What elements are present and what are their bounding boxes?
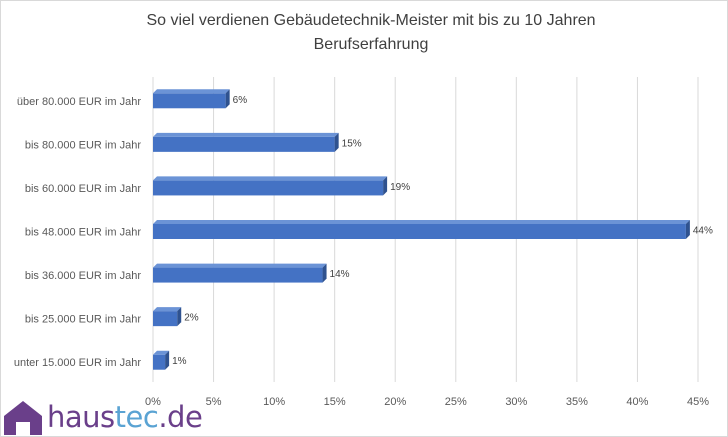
bar-side [383, 176, 388, 196]
x-tick-label: 0% [145, 396, 161, 408]
bar-front [153, 224, 686, 239]
category-label: bis 60.000 EUR im Jahr [25, 183, 141, 195]
data-label: 2% [184, 313, 199, 324]
bar [153, 220, 690, 239]
bar-front [153, 93, 226, 109]
category-label: bis 25.000 EUR im Jahr [25, 314, 141, 326]
bar-front [153, 267, 323, 283]
category-label: über 80.000 EUR im Jahr [17, 96, 141, 108]
x-tick-label: 5% [206, 396, 222, 408]
data-label: 19% [390, 182, 410, 193]
bar-front [153, 180, 384, 196]
bar [153, 263, 327, 283]
category-label: bis 80.000 EUR im Jahr [25, 139, 141, 151]
bar-front [153, 136, 335, 152]
x-tick-label: 10% [263, 396, 285, 408]
data-label: 44% [693, 226, 713, 237]
chart-title: So viel verdienen Gebäudetechnik-Meister… [111, 9, 631, 57]
data-label: 14% [330, 269, 350, 280]
bar-front [153, 311, 178, 327]
bar-top [153, 176, 388, 181]
x-tick-label: 20% [384, 396, 406, 408]
logo-text-haus: haus [47, 400, 115, 434]
x-tick-label: 15% [324, 396, 346, 408]
bar-top [153, 220, 690, 224]
x-tick-label: 25% [445, 396, 467, 408]
bar-top [153, 350, 170, 355]
bar-side [177, 307, 182, 327]
bar-side [322, 263, 327, 283]
x-tick-label: 40% [626, 396, 648, 408]
bars [153, 89, 690, 370]
category-label: bis 36.000 EUR im Jahr [25, 270, 141, 282]
data-label: 15% [342, 138, 362, 149]
bar-side [225, 89, 230, 109]
bar [153, 307, 182, 327]
bar [153, 350, 170, 370]
bar-side [685, 220, 690, 239]
logo-text-tec: tec [114, 400, 159, 434]
bar [153, 132, 339, 152]
category-labels: über 80.000 EUR im Jahr bis 80.000 EUR im… [14, 96, 142, 369]
bar [153, 89, 230, 109]
bar-side [334, 132, 339, 152]
data-labels: 6% 15% 19% 44% 14% 2% 1% [172, 95, 713, 367]
category-label: unter 15.000 EUR im Jahr [14, 357, 142, 369]
logo-wordmark: haustec.de [47, 400, 203, 434]
bar-top [153, 263, 327, 268]
house-icon [4, 401, 42, 435]
x-tick-label: 35% [566, 396, 588, 408]
bar-top [153, 307, 182, 312]
data-label: 1% [172, 356, 187, 367]
bar-front [153, 354, 166, 370]
bar-top [153, 89, 230, 94]
x-tick-label: 45% [687, 396, 709, 408]
x-axis-tick-labels: 0% 5% 10% 15% 20% 25% 30% 35% 40% 45% [145, 396, 709, 408]
chart-title-line2: Berufserfahrung [313, 36, 429, 53]
category-label: bis 48.000 EUR im Jahr [25, 227, 141, 239]
logo-text-de: .de [158, 400, 203, 434]
data-label: 6% [233, 95, 248, 106]
bar-side [165, 350, 170, 370]
bar-top [153, 132, 339, 137]
chart-title-line1: So viel verdienen Gebäudetechnik-Meister… [146, 12, 596, 29]
haustec-logo: haustec.de [3, 399, 203, 436]
bar [153, 176, 388, 196]
x-tick-label: 30% [505, 396, 527, 408]
